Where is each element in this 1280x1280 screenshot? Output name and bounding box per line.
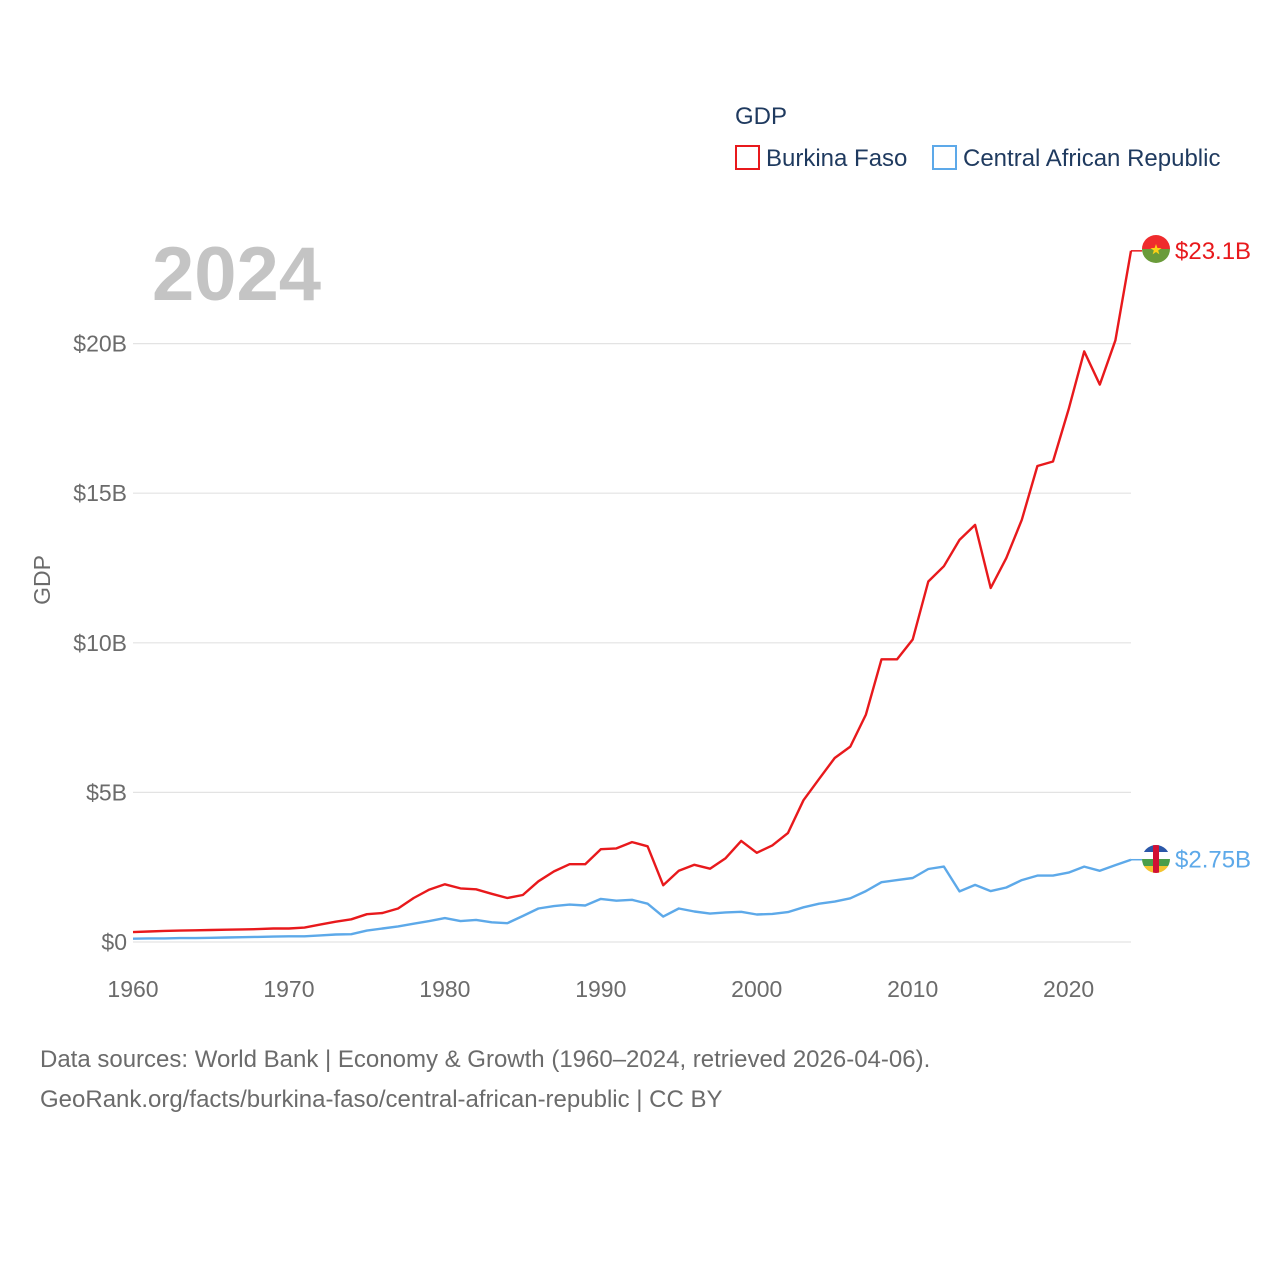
x-tick-label: 1990: [575, 976, 626, 1002]
x-tick-label: 1970: [263, 976, 314, 1002]
burkina-faso-flag-icon: [1142, 235, 1170, 263]
y-axis-title: GDP: [29, 555, 55, 605]
legend-swatch-central-african-republic[interactable]: [932, 145, 957, 170]
y-axis-ticks: $0 $5B $10B $15B $20B: [73, 331, 127, 955]
legend-title: GDP: [735, 103, 787, 130]
y-tick-label: $5B: [86, 779, 127, 805]
data-source-footer: Data sources: World Bank | Economy & Gro…: [40, 1040, 1240, 1120]
end-value-label-burkina-faso: $23.1B: [1175, 238, 1251, 265]
series-line-central-african-republic[interactable]: [132, 858, 1132, 940]
legend: GDP Burkina Faso Central African Republi…: [735, 103, 1220, 172]
end-value-label-central-african-republic: $2.75B: [1175, 847, 1251, 874]
x-axis-ticks: 1960 1970 1980 1990 2000 2010 2020: [107, 976, 1094, 1002]
legend-label-central-african-republic[interactable]: Central African Republic: [963, 145, 1220, 172]
series-line-burkina-faso[interactable]: [132, 250, 1133, 934]
footer-sources: Data sources: World Bank | Economy & Gro…: [40, 1046, 931, 1073]
series-end-markers: $23.1B $2.75B: [1131, 238, 1251, 874]
central-african-republic-flag-icon: [1142, 845, 1170, 873]
y-tick-label: $20B: [73, 331, 127, 357]
x-tick-label: 1980: [419, 976, 470, 1002]
current-year-label: 2024: [152, 232, 321, 317]
x-tick-label: 2020: [1043, 976, 1094, 1002]
series-lines: [132, 250, 1133, 940]
x-tick-label: 1960: [107, 976, 158, 1002]
legend-label-burkina-faso[interactable]: Burkina Faso: [766, 145, 907, 172]
legend-swatch-burkina-faso[interactable]: [735, 145, 760, 170]
y-tick-label: $0: [101, 929, 127, 955]
x-tick-label: 2010: [887, 976, 938, 1002]
footer-attribution-link[interactable]: GeoRank.org/facts/burkina-faso/central-a…: [40, 1086, 723, 1113]
x-tick-label: 2000: [731, 976, 782, 1002]
gridlines: [133, 343, 1131, 943]
y-tick-label: $10B: [73, 630, 127, 656]
y-tick-label: $15B: [73, 480, 127, 506]
